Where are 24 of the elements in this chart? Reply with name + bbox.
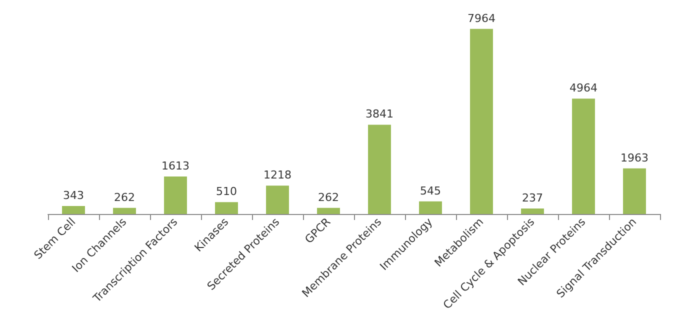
bar [215, 202, 238, 214]
data-label: 4964 [570, 82, 598, 95]
bar [368, 124, 391, 214]
data-label: 343 [63, 189, 84, 202]
data-label: 237 [522, 191, 543, 204]
data-label: 1963 [620, 151, 648, 164]
data-label: 510 [216, 185, 237, 198]
bar [317, 208, 340, 214]
data-label: 1218 [264, 168, 292, 182]
bar [113, 208, 136, 214]
bar [164, 176, 187, 214]
bar [470, 28, 493, 214]
data-label: 7964 [468, 12, 496, 25]
bar [62, 206, 85, 214]
bar [521, 208, 544, 214]
data-label: 262 [114, 190, 135, 204]
bar [419, 201, 442, 214]
data-label: 262 [318, 190, 339, 204]
data-label: 3841 [366, 108, 394, 121]
data-label: 545 [420, 184, 441, 198]
bar [572, 98, 595, 214]
bar [266, 186, 289, 214]
bar [623, 168, 646, 214]
data-label: 1613 [162, 160, 190, 172]
